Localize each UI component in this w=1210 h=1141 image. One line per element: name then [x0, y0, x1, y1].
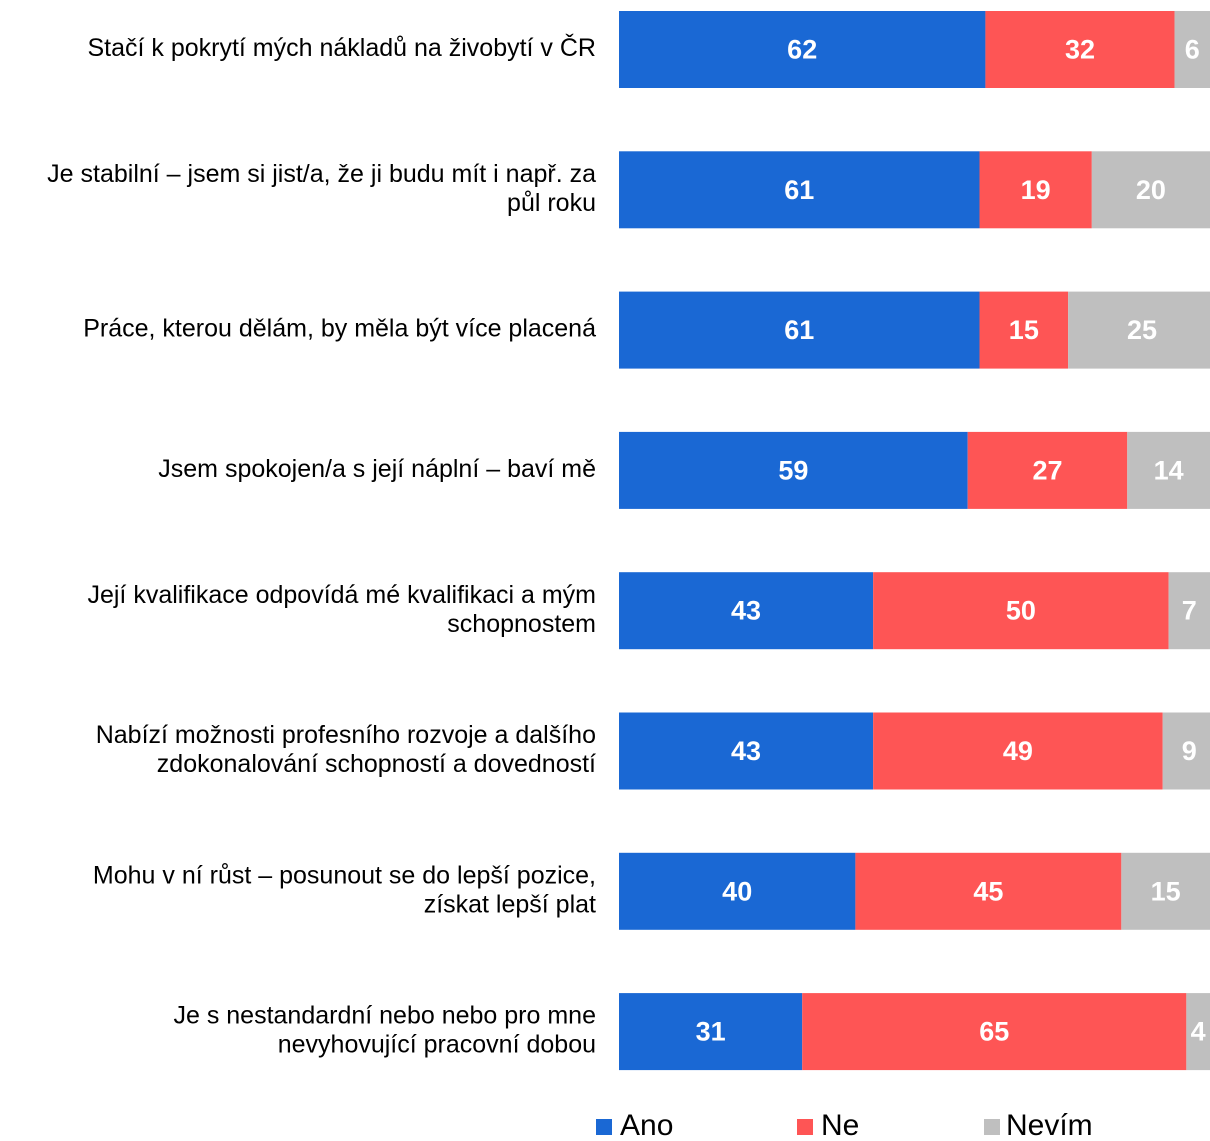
bar-segment-ano [619, 431, 968, 509]
bar-segment-ne [873, 712, 1163, 790]
value-label: 65 [979, 1017, 1009, 1047]
category-label: Stačí k pokrytí mých nákladů na živobytí… [87, 33, 596, 62]
category-label: Nabízí možnosti profesního rozvoje a dal… [96, 721, 596, 778]
value-label: 49 [1003, 736, 1033, 766]
value-label: 6 [1185, 35, 1200, 65]
category-label-line: nevyhovující pracovní dobou [278, 1031, 596, 1059]
legend-swatch-ne [797, 1119, 813, 1135]
value-label: 25 [1127, 315, 1157, 345]
category-label-line: Mohu v ní růst – posunout se do lepší po… [93, 861, 596, 889]
bar-segment-ano [619, 572, 874, 650]
value-label: 62 [787, 35, 817, 65]
legend: Ano Ne Nevím [596, 1109, 1093, 1141]
bar-segment-ne [967, 431, 1128, 509]
bar-segment-nevim [1162, 712, 1210, 790]
bar-segment-nevim [1174, 11, 1210, 88]
bar-segment-ne [802, 993, 1187, 1071]
bar-segment-ano [619, 291, 980, 369]
value-label: 45 [973, 876, 1003, 906]
value-label: 27 [1032, 455, 1062, 485]
value-label: 61 [784, 175, 814, 205]
category-label-line: schopnostem [447, 610, 596, 638]
value-label: 43 [731, 596, 761, 626]
value-label: 15 [1151, 876, 1181, 906]
value-label: 32 [1065, 35, 1095, 65]
value-label: 14 [1154, 455, 1184, 485]
bar-segment-nevim [1091, 151, 1210, 229]
category-label-line: Nabízí možnosti profesního rozvoje a dal… [96, 721, 596, 749]
category-label-line: získat lepší plat [424, 890, 596, 918]
bar-segment-nevim [1127, 431, 1210, 509]
bar-segment-nevim [1121, 852, 1210, 930]
category-label-line: půl roku [507, 189, 596, 217]
category-label-line: Stačí k pokrytí mých nákladů na živobytí… [87, 33, 596, 62]
category-label-line: Je s nestandardní nebo nebo pro mne [173, 1002, 596, 1030]
bar-segment-ne [985, 11, 1175, 88]
legend-label-ne: Ne [821, 1109, 859, 1141]
category-label: Je s nestandardní nebo nebo pro mne nevyh… [173, 1002, 596, 1059]
value-label: 61 [784, 315, 814, 345]
bar-segment-ne [979, 291, 1069, 369]
legend-swatch-ano [596, 1119, 612, 1135]
category-label-line: Práce, kterou dělám, by měla být více pl… [83, 315, 596, 343]
bar-segment-ano [619, 151, 980, 229]
category-labels: Stačí k pokrytí mých nákladů na živobytí… [47, 33, 596, 1059]
legend-label-ano: Ano [620, 1109, 673, 1141]
value-label: 4 [1191, 1017, 1206, 1047]
value-label: 7 [1182, 596, 1197, 626]
bar-segment-ano [619, 712, 874, 790]
bar-segment-ano [619, 852, 856, 930]
bar-segment-nevim [1186, 993, 1210, 1071]
legend-swatch-nevim [984, 1119, 1000, 1135]
value-label: 31 [696, 1017, 726, 1047]
category-label-line: zdokonalování schopností a dovedností [157, 750, 596, 778]
bar-segment-ano [619, 11, 986, 88]
category-label: Jsem spokojen/a s její náplní – baví mě [158, 455, 596, 483]
bar-segment-ne [873, 572, 1169, 650]
category-label: Její kvalifikace odpovídá mé kvalifikaci… [87, 581, 596, 638]
value-label: 50 [1006, 596, 1036, 626]
category-label-line: Je stabilní – jsem si jist/a, že ji budu… [47, 160, 596, 188]
category-label: Je stabilní – jsem si jist/a, že ji budu… [47, 160, 596, 217]
category-label-line: Jsem spokojen/a s její náplní – baví mě [158, 455, 596, 483]
value-label: 20 [1136, 175, 1166, 205]
value-label: 59 [778, 455, 808, 485]
value-label: 9 [1182, 736, 1197, 766]
bar-segment-nevim [1068, 291, 1210, 369]
category-label: Práce, kterou dělám, by měla být více pl… [83, 315, 596, 343]
category-label-line: Její kvalifikace odpovídá mé kvalifikaci… [87, 581, 596, 609]
bar-segment-ne [979, 151, 1092, 229]
value-label: 43 [731, 736, 761, 766]
bar-segment-ne [855, 852, 1122, 930]
bar-segment-nevim [1168, 572, 1210, 650]
value-label: 15 [1009, 315, 1039, 345]
bar-segment-ano [619, 993, 803, 1071]
legend-label-nevim: Nevím [1006, 1109, 1093, 1141]
category-label: Mohu v ní růst – posunout se do lepší po… [93, 861, 596, 918]
value-label: 19 [1021, 175, 1051, 205]
bars: 62 32 6 61 19 20 61 15 25 59 27 14 43 50 7 43 49 9 40 45 15 3… [619, 11, 1210, 1071]
value-label: 40 [722, 876, 752, 906]
